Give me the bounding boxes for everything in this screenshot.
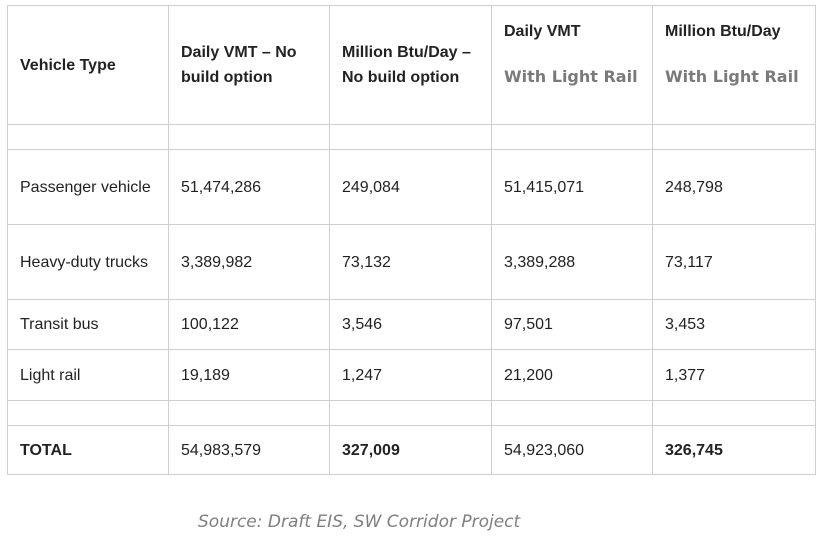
header-vmt-rail-sub: With Light Rail: [504, 67, 638, 86]
cell-btu-no-build: 3,546: [329, 299, 492, 350]
table-row: Transit bus 100,122 3,546 97,501 3,453: [7, 299, 816, 350]
header-row: Vehicle Type Daily VMT – No build option…: [7, 5, 816, 125]
energy-comparison-table: Vehicle Type Daily VMT – No build option…: [7, 5, 816, 475]
cell-vmt-no-build: 51,474,286: [168, 149, 330, 225]
table-row: Heavy-duty trucks 3,389,982 73,132 3,389…: [7, 224, 816, 300]
cell-vmt-no-build: 100,122: [168, 299, 330, 350]
header-vmt-rail-title: Daily VMT: [504, 23, 581, 40]
spacer-row: [7, 400, 816, 426]
cell-btu-rail: 73,117: [652, 224, 816, 300]
cell-vmt-rail: 97,501: [491, 299, 653, 350]
table-row: Light rail 19,189 1,247 21,200 1,377: [7, 349, 816, 401]
spacer-row: [7, 124, 816, 150]
cell-total-vmt-rail: 54,923,060: [491, 425, 653, 475]
cell-total-btu-no-build: 327,009: [329, 425, 492, 475]
cell-total-btu-rail: 326,745: [652, 425, 816, 475]
cell-vmt-rail: 21,200: [491, 349, 653, 401]
cell-vmt-no-build: 19,189: [168, 349, 330, 401]
header-btu-rail-sub: With Light Rail: [665, 67, 799, 86]
header-btu-no-build: Million Btu/Day – No build option: [329, 5, 492, 125]
header-btu-rail: Million Btu/Day With Light Rail: [652, 5, 816, 125]
cell-btu-rail: 3,453: [652, 299, 816, 350]
cell-total-vmt-no-build: 54,983,579: [168, 425, 330, 475]
header-vmt-no-build: Daily VMT – No build option: [168, 5, 330, 125]
header-btu-rail-title: Million Btu/Day: [665, 23, 781, 40]
cell-btu-rail: 248,798: [652, 149, 816, 225]
source-caption: Source: Draft EIS, SW Corridor Project: [198, 512, 521, 532]
total-row: TOTAL 54,983,579 327,009 54,923,060 326,…: [7, 425, 816, 475]
cell-vehicle-type: Heavy-duty trucks: [7, 224, 169, 300]
cell-vmt-rail: 51,415,071: [491, 149, 653, 225]
cell-btu-no-build: 1,247: [329, 349, 492, 401]
cell-vmt-rail: 3,389,288: [491, 224, 653, 300]
header-vmt-rail: Daily VMT With Light Rail: [491, 5, 653, 125]
header-vehicle-type: Vehicle Type: [7, 5, 169, 125]
cell-vehicle-type: Light rail: [7, 349, 169, 401]
cell-btu-no-build: 249,084: [329, 149, 492, 225]
cell-vehicle-type: Passenger vehicle: [7, 149, 169, 225]
cell-vehicle-type: Transit bus: [7, 299, 169, 350]
cell-btu-rail: 1,377: [652, 349, 816, 401]
cell-total-label: TOTAL: [7, 425, 169, 475]
cell-btu-no-build: 73,132: [329, 224, 492, 300]
table-row: Passenger vehicle 51,474,286 249,084 51,…: [7, 149, 816, 225]
cell-vmt-no-build: 3,389,982: [168, 224, 330, 300]
